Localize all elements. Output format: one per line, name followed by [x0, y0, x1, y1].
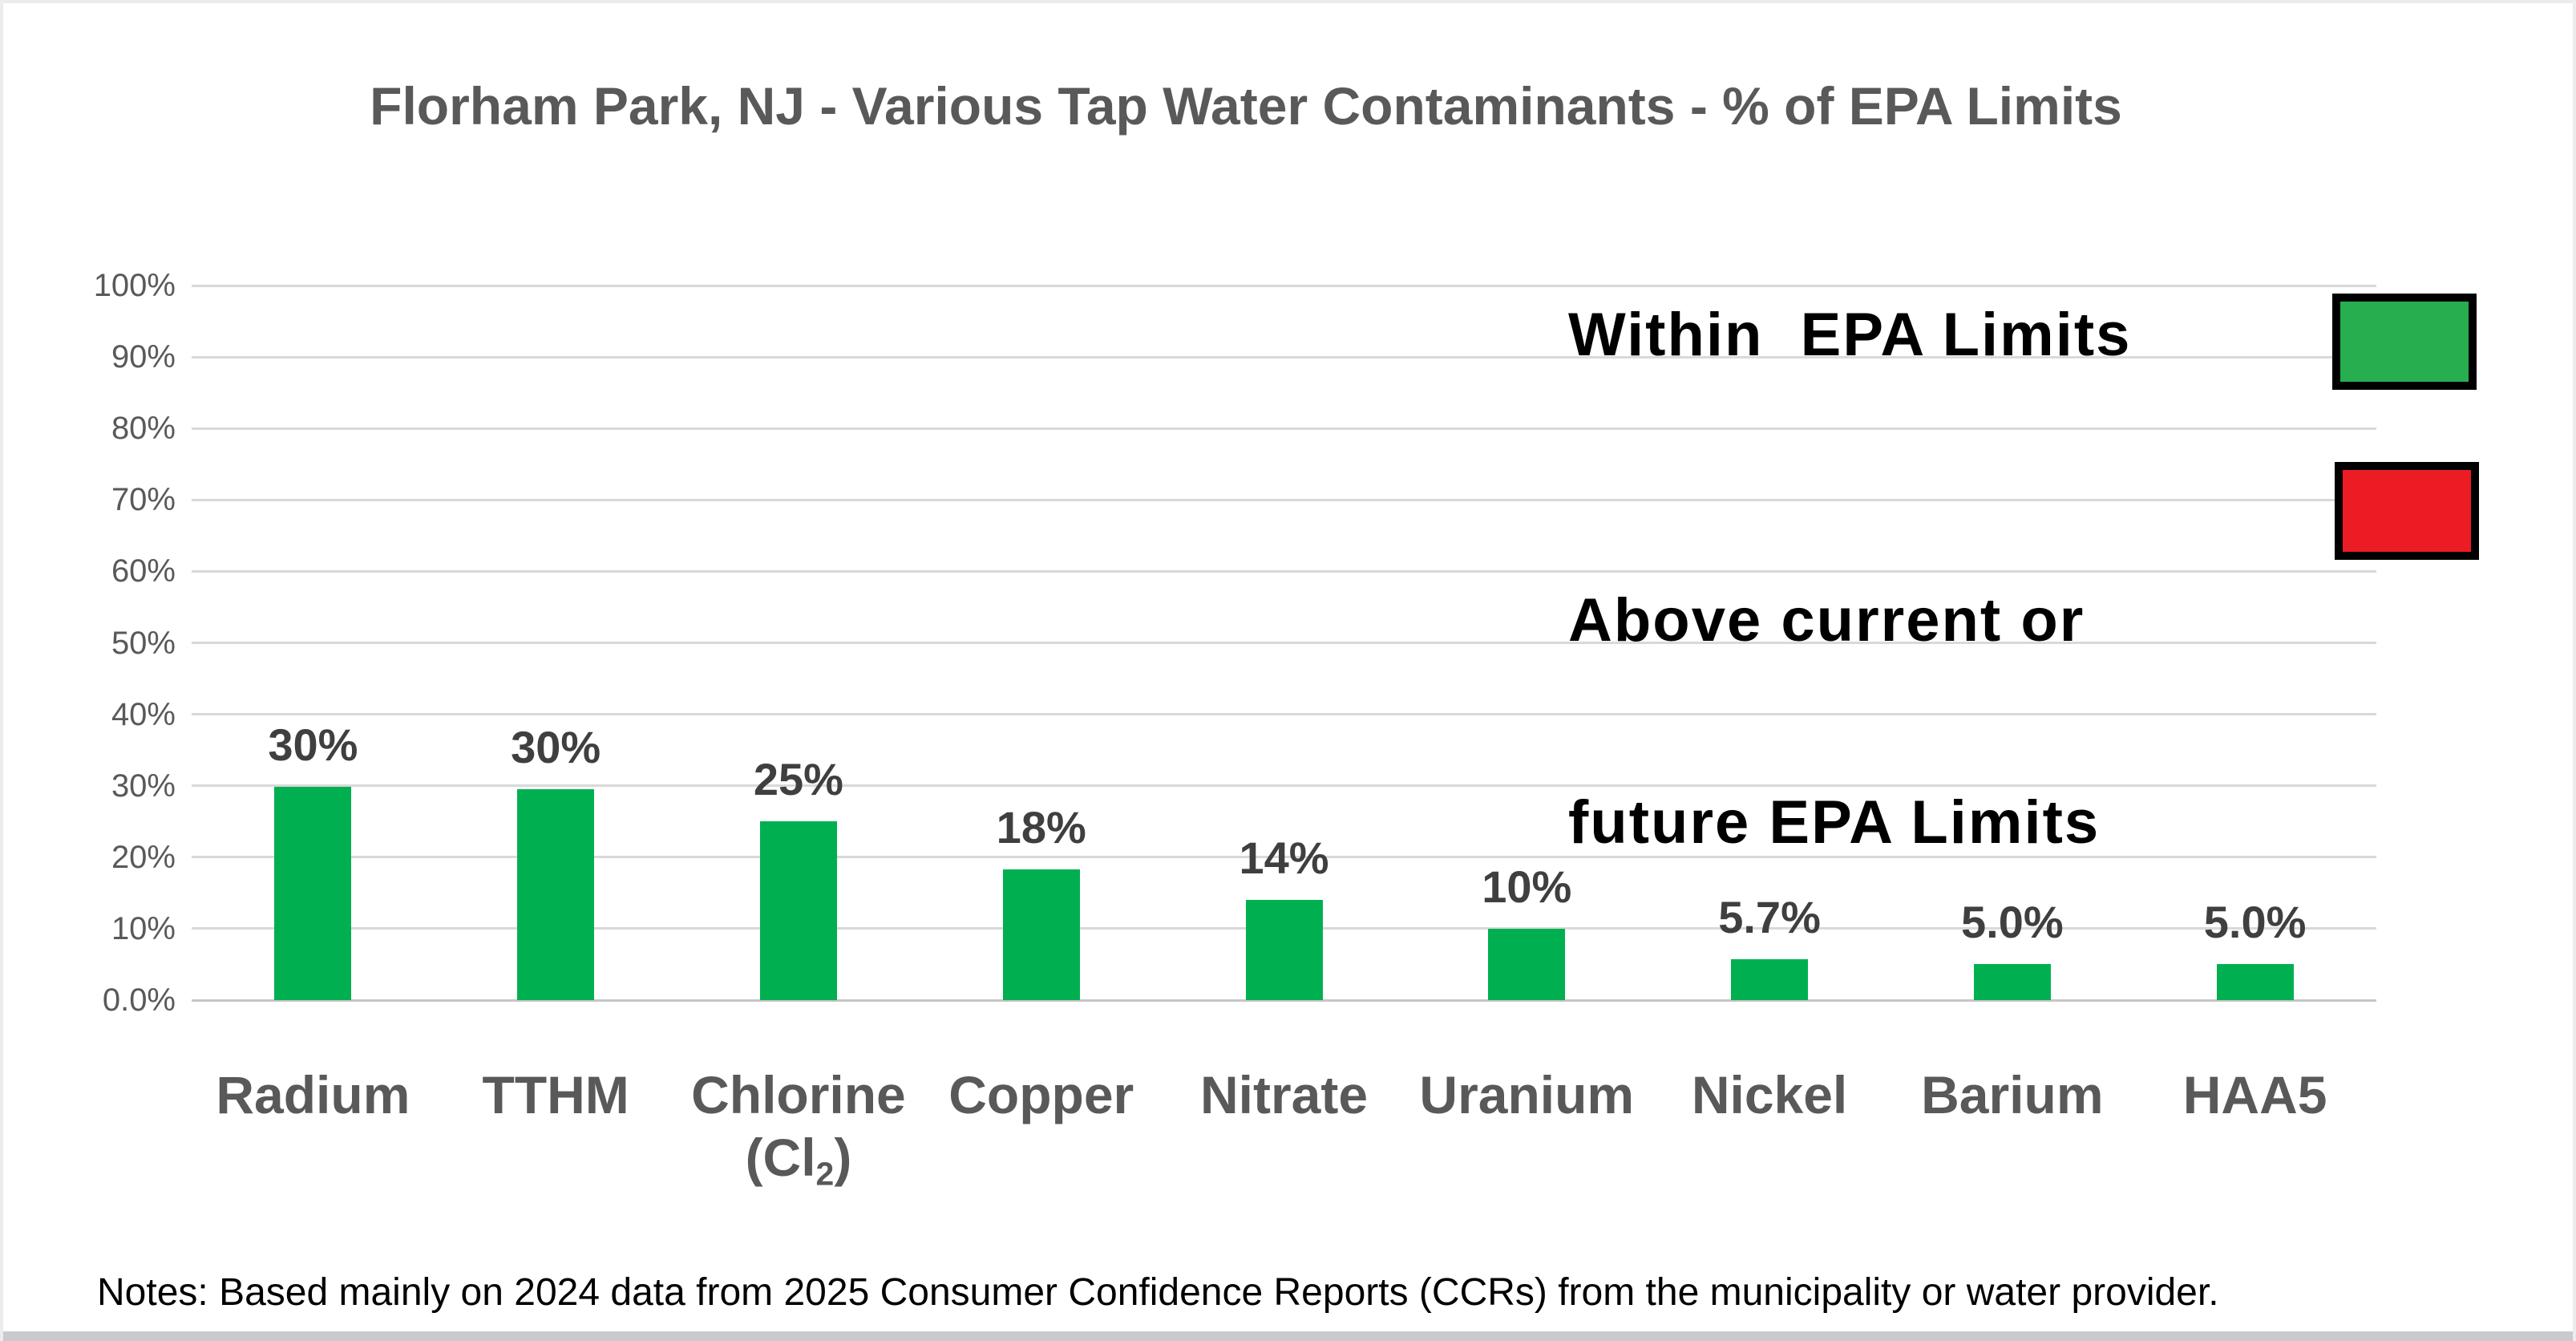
chart-title: Florham Park, NJ - Various Tap Water Con… [370, 76, 2122, 136]
bar-value-label-chlorine-cl: 25% [753, 754, 843, 805]
bar-value-label-haa5: 5.0% [2203, 897, 2307, 948]
x-axis-label-haa5: HAA5 [2087, 1063, 2424, 1126]
bar-tthm [517, 789, 595, 1000]
x-axis-label-nickel: Nickel [1601, 1063, 1938, 1126]
y-tick-label-90: 90% [111, 339, 176, 375]
y-tick-label-80: 80% [111, 411, 176, 447]
legend-swatch-above-epa-limits [2335, 462, 2479, 560]
y-tick-label-60: 60% [111, 553, 176, 589]
x-axis-label-nitrate: Nitrate [1116, 1063, 1453, 1126]
y-tick-label-0: 0.0% [102, 982, 176, 1018]
bar-nickel [1731, 959, 1809, 1000]
x-axis-label-copper: Copper [873, 1063, 1210, 1126]
y-tick-label-50: 50% [111, 625, 176, 661]
x-axis-label-nitrate-line1: Nitrate [1199, 1065, 1369, 1124]
x-axis-label-tthm: TTHM [387, 1063, 724, 1126]
legend-swatch-within-epa-limits [2332, 294, 2477, 390]
gridline-70 [192, 498, 2376, 501]
y-tick-label-100: 100% [93, 268, 176, 303]
y-axis-tick-labels: 100% 90% 80% 70% 60% 50% 40% 30% 20% 10% 0.0% [3, 268, 176, 1018]
x-axis-label-barium: Barium [1844, 1063, 2181, 1126]
bar-radium [274, 786, 352, 1000]
bar-value-label-radium: 30% [268, 719, 358, 770]
bar-chlorine-cl [759, 821, 837, 1000]
bar-value-label-nickel: 5.7% [1718, 892, 1821, 943]
x-axis-labels: Radium TTHM Chlorine (Cl2) Copper Nitrate Uran… [192, 1063, 2376, 1256]
slide-bottom-edge [3, 1331, 2573, 1341]
gridline-80 [192, 427, 2376, 430]
bar-uranium [1488, 928, 1566, 1000]
x-axis-label-chlorine-cl-line2: (Cl2) [745, 1128, 852, 1193]
x-axis-label-haa5-line1: HAA5 [2182, 1065, 2327, 1124]
x-axis-label-barium-line1: Barium [1921, 1065, 2104, 1124]
bar-copper [1002, 869, 1080, 1000]
gridline-50 [192, 642, 2376, 644]
bar-value-label-nitrate: 14% [1239, 833, 1329, 884]
legend-label-above-epa-limits: Above current or future EPA Limits [1568, 452, 2100, 991]
bar-value-label-copper: 18% [996, 801, 1086, 853]
x-axis-label-uranium: Uranium [1358, 1063, 1695, 1126]
x-axis-label-radium: Radium [144, 1063, 481, 1126]
y-tick-label-20: 20% [111, 839, 176, 875]
x-axis-label-nickel-line1: Nickel [1691, 1065, 1848, 1124]
x-axis-label-chlorine-cl-line1: Chlorine [691, 1065, 906, 1124]
gridline-60 [192, 569, 2376, 573]
plot-area: 30% 30% 25% 18% 14% 10% 5.7% 5.0% 5.0% [192, 284, 2376, 1002]
gridline-30 [192, 784, 2376, 788]
bar-barium [1973, 964, 2051, 1000]
x-axis-label-radium-line1: Radium [216, 1065, 410, 1124]
bar-value-label-barium: 5.0% [1961, 897, 2064, 948]
y-tick-label-30: 30% [111, 768, 176, 804]
bar-nitrate [1245, 900, 1323, 1000]
legend-label-above-line2: future EPA Limits [1568, 788, 2101, 857]
x-axis-label-uranium-line1: Uranium [1419, 1065, 1635, 1124]
bar-value-label-tthm: 30% [511, 722, 601, 773]
x-axis-label-chlorine-cl: Chlorine (Cl2) [630, 1063, 967, 1205]
legend-label-above-line1: Above current or [1568, 586, 2085, 654]
bar-value-label-uranium: 10% [1482, 861, 1572, 912]
notes-text: Notes: Based mainly on 2024 data from 20… [97, 1271, 2219, 1314]
x-axis-label-tthm-line1: TTHM [482, 1065, 629, 1124]
y-tick-label-40: 40% [111, 696, 176, 732]
gridline-20 [192, 856, 2376, 859]
x-axis-label-chlorine-cl-subscript: 2 [815, 1155, 835, 1193]
x-axis-label-copper-line1: Copper [948, 1065, 1134, 1124]
gridline-40 [192, 713, 2376, 716]
y-tick-label-70: 70% [111, 482, 176, 518]
bar-haa5 [2216, 964, 2294, 1000]
legend-label-within-epa-limits: Within EPA Limits [1568, 301, 2132, 369]
gridline-90 [192, 355, 2376, 359]
y-tick-label-10: 10% [111, 910, 176, 946]
gridline-0 [192, 999, 2376, 1002]
gridline-100 [192, 284, 2376, 287]
